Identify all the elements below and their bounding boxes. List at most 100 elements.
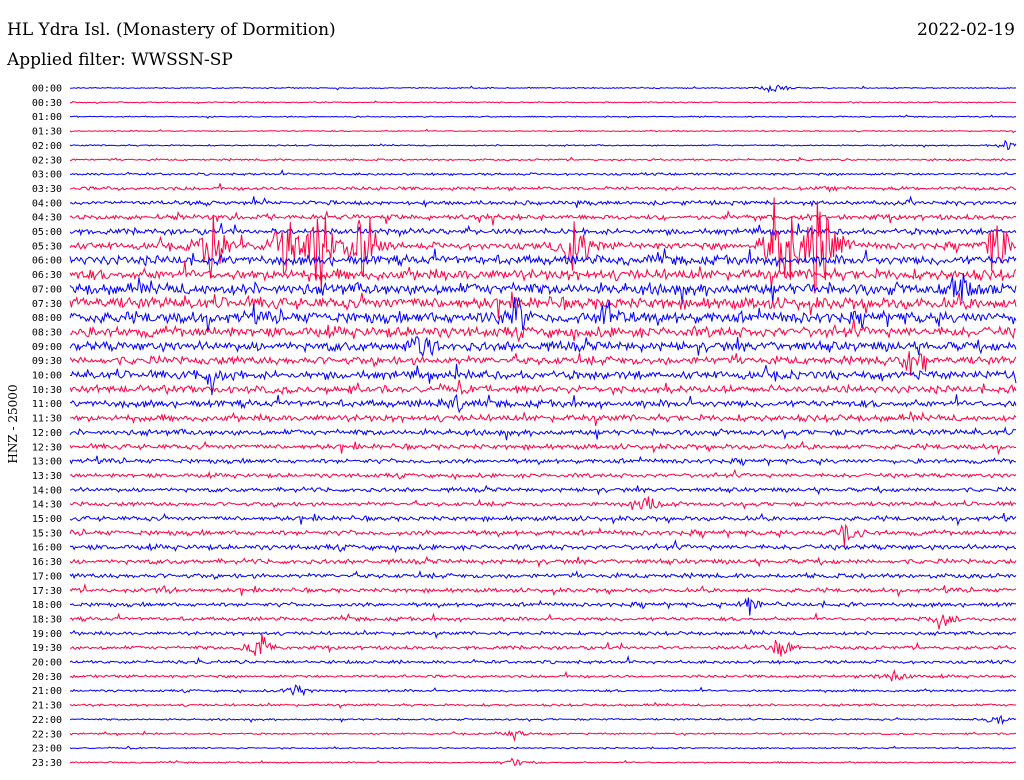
trace-line-0930	[69, 351, 1017, 376]
trace-line-1400	[69, 484, 1017, 496]
trace-line-0800	[69, 297, 1017, 333]
trace-line-1200	[69, 426, 1016, 441]
row-time-label: 02:30	[32, 155, 62, 166]
row-time-label: 17:30	[32, 586, 62, 597]
trace-line-2330	[69, 757, 1017, 767]
trace-line-0430	[69, 209, 1017, 226]
row-time-label: 18:00	[32, 600, 62, 611]
trace-line-0530	[69, 197, 1017, 294]
row-time-label: 01:30	[32, 127, 62, 138]
trace-line-1600	[69, 539, 1017, 554]
trace-line-1100	[69, 393, 1017, 414]
row-time-label: 03:30	[32, 184, 62, 195]
trace-line-0200	[69, 139, 1017, 151]
trace-line-1930	[69, 634, 1017, 657]
row-time-label: 12:30	[32, 442, 62, 453]
trace-line-2030	[69, 669, 1017, 682]
trace-line-1030	[69, 379, 1017, 396]
row-time-label: 13:00	[32, 457, 62, 468]
trace-line-2000	[69, 654, 1017, 665]
trace-line-0100	[69, 114, 1017, 119]
trace-line-0730	[69, 291, 1017, 319]
trace-line-0830	[69, 318, 1017, 343]
row-time-label: 00:30	[32, 98, 62, 109]
trace-line-2100	[69, 684, 1017, 697]
row-time-label: 10:00	[32, 371, 62, 382]
station-title: HL Ydra Isl. (Monastery of Dormition)	[7, 20, 336, 40]
row-time-label: 20:30	[32, 672, 62, 683]
trace-line-0700	[69, 273, 1017, 305]
row-time-label: 10:30	[32, 385, 62, 396]
row-time-label: 04:30	[32, 213, 62, 224]
trace-line-1730	[69, 582, 1017, 598]
row-time-label: 23:30	[32, 758, 62, 769]
row-time-label: 13:30	[32, 471, 62, 482]
row-time-label: 18:30	[32, 614, 62, 625]
row-time-label: 11:30	[32, 414, 62, 425]
row-time-label: 16:00	[32, 543, 62, 554]
row-time-label: 20:00	[32, 658, 62, 669]
row-time-label: 09:30	[32, 356, 62, 367]
trace-line-1130	[69, 411, 1017, 427]
row-time-label: 23:00	[32, 744, 62, 755]
date-label: 2022-02-19	[916, 20, 1015, 40]
row-time-label: 22:00	[32, 715, 62, 726]
row-time-label: 11:00	[32, 399, 62, 410]
row-time-label: 15:30	[32, 528, 62, 539]
row-time-label: 19:30	[32, 643, 62, 654]
row-time-label: 06:30	[32, 270, 62, 281]
row-time-label: 07:00	[32, 284, 62, 295]
row-time-label: 03:00	[32, 170, 62, 181]
trace-line-0900	[69, 336, 1017, 358]
trace-line-0400	[69, 195, 1017, 208]
row-time-label: 09:00	[32, 342, 62, 353]
trace-line-0300	[69, 168, 1017, 177]
row-time-label: 07:30	[32, 299, 62, 310]
trace-line-1430	[69, 496, 1017, 510]
row-time-label: 08:30	[32, 327, 62, 338]
trace-line-2130	[69, 701, 1016, 710]
row-time-label: 02:00	[32, 141, 62, 152]
row-time-label: 21:30	[32, 701, 62, 712]
trace-line-1530	[69, 523, 1017, 547]
trace-line-2230	[69, 729, 1017, 742]
row-time-label: 08:00	[32, 313, 62, 324]
trace-line-1830	[69, 612, 1017, 630]
trace-line-1000	[70, 363, 1017, 396]
row-time-label: 05:30	[32, 241, 62, 252]
row-time-label: 06:00	[32, 256, 62, 267]
row-time-label: 04:00	[32, 198, 62, 209]
row-time-label: 14:00	[32, 485, 62, 496]
trace-line-1230	[69, 440, 1016, 456]
trace-line-0000	[69, 84, 1017, 94]
row-time-label: 21:00	[32, 686, 62, 697]
trace-line-0230	[69, 156, 1016, 162]
row-time-label: 00:00	[32, 84, 62, 95]
filter-label: Applied filter: WWSSN-SP	[7, 50, 233, 70]
row-time-label: 19:00	[32, 629, 62, 640]
row-time-label: 22:30	[32, 729, 62, 740]
row-time-label: 14:30	[32, 500, 62, 511]
row-time-label: 17:00	[32, 571, 62, 582]
row-time-label: 16:30	[32, 557, 62, 568]
row-time-label: 01:00	[32, 112, 62, 123]
trace-line-2200	[69, 714, 1017, 726]
trace-line-0030	[69, 100, 1017, 105]
trace-line-1330	[69, 468, 1017, 481]
trace-line-0130	[69, 128, 1016, 134]
trace-line-0630	[69, 260, 1017, 288]
trace-line-0500	[69, 223, 1017, 238]
trace-line-1700	[69, 569, 1017, 581]
trace-line-1300	[69, 455, 1016, 467]
trace-line-1500	[69, 512, 1017, 527]
trace-line-0330	[69, 183, 1017, 193]
trace-line-1800	[69, 597, 1017, 616]
trace-line-1630	[69, 555, 1017, 569]
row-time-label: 15:00	[32, 514, 62, 525]
trace-line-0600	[69, 248, 1017, 268]
trace-line-1900	[69, 628, 1017, 640]
row-time-label: 12:00	[32, 428, 62, 439]
trace-line-2300	[69, 745, 1017, 750]
row-time-label: 05:00	[32, 227, 62, 238]
